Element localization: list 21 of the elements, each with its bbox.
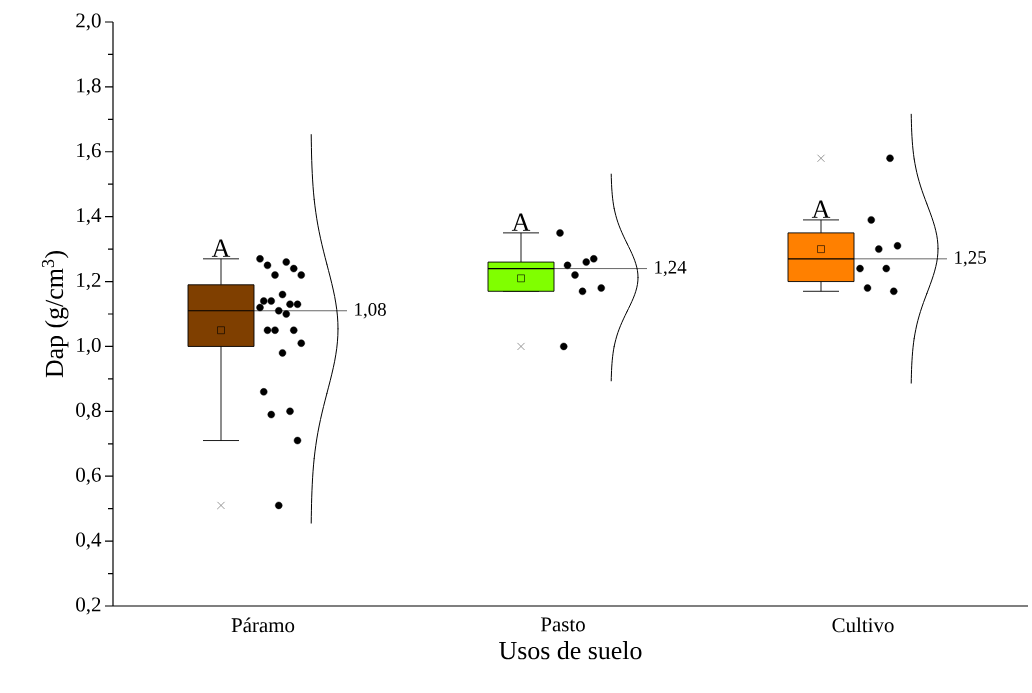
y-tick-label: 0,2 [76,597,101,615]
y-tick-label: 0,8 [76,402,101,420]
y-tick-label: 0,6 [76,467,101,485]
y-tick-label: 0,4 [76,532,102,550]
annotation: A [511,213,531,231]
x-tick-label: Páramo [231,617,295,633]
annotation: 1,25 [955,251,986,267]
x-tick-label: Pasto [540,617,585,632]
x-axis-title: Usos de suelo [499,641,642,660]
x-tick-label: Cultivo [832,617,894,633]
annotation: 1,08 [355,303,386,319]
y-tick-label: 1,0 [77,337,101,356]
y-tick-label: 2,0 [76,13,101,31]
y-tick-label: 1,6 [77,143,101,161]
annotation: A [211,239,231,257]
annotation: A [811,200,831,218]
y-tick-label: 1,8 [77,78,101,96]
y-axis-title: Dap (g/cm$^{3}$) [41,251,69,378]
y-tick-label: 1,4 [77,208,102,226]
y-tick-label: 1,2 [77,273,101,291]
annotation: 1,24 [655,260,687,277]
